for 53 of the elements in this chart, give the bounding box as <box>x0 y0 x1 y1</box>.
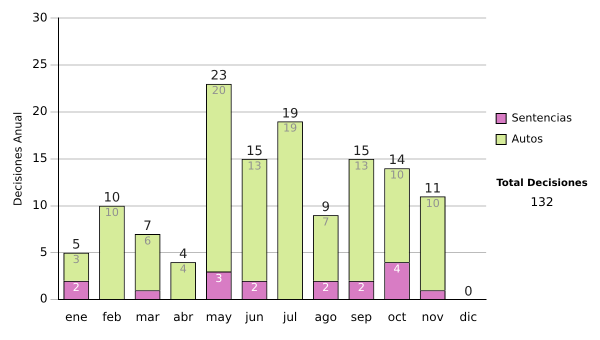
total-label: 0 <box>464 284 472 300</box>
total-label: 5 <box>72 238 80 253</box>
x-tick-label: dic <box>460 310 478 324</box>
y-tick-label: 15 <box>32 151 48 166</box>
legend-label: Autos <box>512 132 544 146</box>
data-label: 10 <box>104 206 119 220</box>
data-label: 19 <box>283 122 298 135</box>
data-label: 3 <box>215 272 222 285</box>
data-label: 4 <box>394 262 401 276</box>
data-label: 10 <box>390 168 404 182</box>
total-label: 15 <box>246 144 263 159</box>
data-label: 13 <box>354 159 368 172</box>
data-label: 7 <box>322 216 330 229</box>
data-label: 6 <box>144 234 152 248</box>
total-label: 23 <box>210 68 228 84</box>
y-tick-label: 30 <box>32 10 48 24</box>
data-label: 2 <box>250 281 258 294</box>
total-label: 9 <box>322 200 330 216</box>
x-tick-label: may <box>206 310 232 324</box>
x-tick-label: ago <box>314 310 337 324</box>
x-tick-label: sep <box>350 310 372 324</box>
total-label: 15 <box>353 144 370 159</box>
data-label: 2 <box>358 281 365 294</box>
y-tick-label: 5 <box>40 244 48 259</box>
legend-label: Sentencias <box>512 111 572 124</box>
text: 132 <box>530 195 554 209</box>
data-label: 20 <box>212 84 226 98</box>
data-label: 2 <box>322 281 330 294</box>
text: Total Decisiones <box>495 178 589 189</box>
total-label: 11 <box>424 181 441 196</box>
x-tick-label: ene <box>65 310 88 324</box>
y-tick-label: 25 <box>32 57 48 72</box>
x-tick-label: jul <box>282 310 298 324</box>
data-label: 4 <box>180 262 187 276</box>
x-tick-label: abr <box>173 310 194 324</box>
total-label: 10 <box>104 190 120 206</box>
x-tick-label: feb <box>102 310 122 324</box>
y-axis-title: Decisiones Anual <box>11 112 24 206</box>
total-label: 14 <box>388 153 406 168</box>
x-tick-label: nov <box>422 310 444 324</box>
data-label: 3 <box>72 253 80 266</box>
total-label: 7 <box>143 218 152 234</box>
data-label: 2 <box>72 281 80 294</box>
data-label: 10 <box>426 196 440 210</box>
x-tick-label: oct <box>388 310 407 324</box>
total-label: 4 <box>179 246 188 262</box>
data-label: 13 <box>247 159 262 172</box>
y-tick-label: 0 <box>40 292 48 306</box>
total-label: 19 <box>282 106 298 122</box>
y-tick-label: 10 <box>32 198 48 212</box>
y-tick-label: 20 <box>32 104 48 118</box>
x-tick-label: mar <box>136 310 160 324</box>
x-tick-label: jun <box>244 310 264 324</box>
